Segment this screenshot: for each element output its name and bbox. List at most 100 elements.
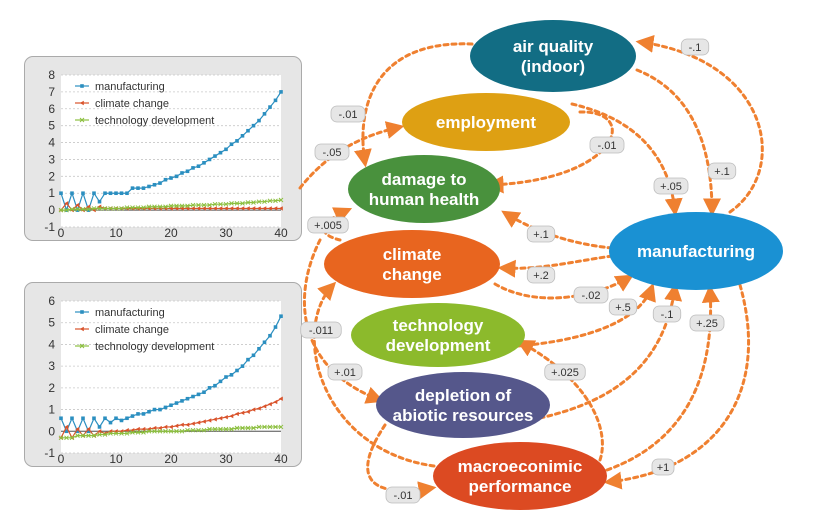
data-point <box>240 206 245 211</box>
data-point <box>141 205 146 210</box>
edge-weight-label: +.5 <box>608 298 638 316</box>
data-point <box>119 431 124 436</box>
data-point <box>185 169 190 174</box>
edge-weight-label: -.1 <box>652 305 682 323</box>
data-point <box>152 425 157 431</box>
edge-weight-box <box>652 305 682 323</box>
edge-weight-text: +.1 <box>533 229 549 241</box>
data-point <box>124 205 130 210</box>
data-point <box>141 186 146 190</box>
legend-label: manufacturing <box>95 81 165 93</box>
data-point <box>157 428 163 434</box>
data-point <box>240 364 245 368</box>
data-point <box>251 425 256 431</box>
edge-weight-text: -.1 <box>661 309 674 321</box>
data-point <box>103 191 107 196</box>
data-point <box>190 421 195 426</box>
data-point <box>130 186 135 190</box>
data-point <box>256 199 262 205</box>
edge-weight-box <box>307 216 349 234</box>
data-point <box>251 123 256 128</box>
data-point <box>179 428 185 434</box>
data-point <box>169 176 173 180</box>
data-point <box>174 423 179 429</box>
edge-weight-box <box>589 136 625 154</box>
data-point <box>191 394 195 399</box>
chart-panel-2: -1 0 1 2 3 4 5 6 0 10 20 30 40 manufacturing climate c… <box>24 282 302 467</box>
x-tick-label: 20 <box>164 226 178 240</box>
edge-manufacturing-to-damage <box>501 210 614 250</box>
edge-weight-text: +.01 <box>334 367 356 379</box>
data-point <box>141 426 146 432</box>
y-tick-label: 5 <box>48 119 55 133</box>
data-point <box>279 90 283 94</box>
legend-label: climate change <box>95 324 169 336</box>
data-point <box>256 406 261 411</box>
data-point <box>224 147 228 152</box>
legend-marker <box>80 310 84 314</box>
data-point <box>86 429 91 434</box>
edge-weight-label: -.02 <box>573 286 609 304</box>
data-point <box>152 407 157 412</box>
data-point <box>86 426 91 432</box>
data-point <box>91 206 97 211</box>
edges <box>298 34 764 500</box>
y-tick-label: 2 <box>48 381 55 395</box>
data-point <box>97 199 102 204</box>
data-point <box>108 191 113 196</box>
data-point <box>75 208 80 212</box>
data-point <box>136 412 140 416</box>
edge-weight-label: +.25 <box>689 314 725 332</box>
node-ellipse <box>324 230 500 298</box>
data-point <box>185 203 190 209</box>
data-point <box>229 206 234 211</box>
node-label: (indoor) <box>521 57 585 76</box>
edge-weight-text: +.1 <box>714 166 730 178</box>
data-point <box>202 390 206 394</box>
data-point <box>163 405 168 410</box>
data-point <box>262 206 267 211</box>
data-point <box>273 424 278 430</box>
data-point <box>196 392 201 397</box>
data-point <box>168 424 173 430</box>
node-label: climate <box>383 245 442 264</box>
edge-weight-label: +.2 <box>526 266 556 284</box>
data-point <box>58 435 64 441</box>
data-point <box>64 429 69 434</box>
data-point <box>141 412 146 416</box>
data-point <box>114 191 118 196</box>
edge-manufacturing-to-macro <box>603 283 750 490</box>
node-label: development <box>386 336 491 355</box>
data-point <box>262 199 267 205</box>
data-point <box>119 206 124 211</box>
data-point <box>267 424 273 430</box>
node-label: damage to <box>381 170 466 189</box>
data-point <box>278 197 284 203</box>
data-point <box>91 433 97 438</box>
data-point <box>185 427 190 433</box>
edge-weight-box <box>314 143 350 161</box>
data-point <box>146 204 152 210</box>
data-point <box>201 202 207 208</box>
edge-weight-label: -.01 <box>385 486 421 504</box>
data-point <box>223 414 228 420</box>
legend-label: technology development <box>95 341 214 353</box>
node-label: macroeconimic <box>458 457 583 476</box>
data-point <box>212 206 217 211</box>
data-point <box>119 191 124 196</box>
data-point <box>218 379 223 384</box>
data-point <box>75 206 80 212</box>
series-manufacturing <box>59 90 283 213</box>
edge-weight-box <box>707 162 737 180</box>
data-point <box>207 157 212 162</box>
edge-weight-text: +.2 <box>533 270 549 282</box>
edge-weight-box <box>608 298 638 316</box>
edge-weight-box <box>327 363 363 381</box>
data-point <box>207 202 212 208</box>
legend-label: technology development <box>95 115 214 127</box>
data-point <box>179 422 184 427</box>
y-tick-label: 3 <box>48 359 55 373</box>
data-point <box>81 191 85 196</box>
